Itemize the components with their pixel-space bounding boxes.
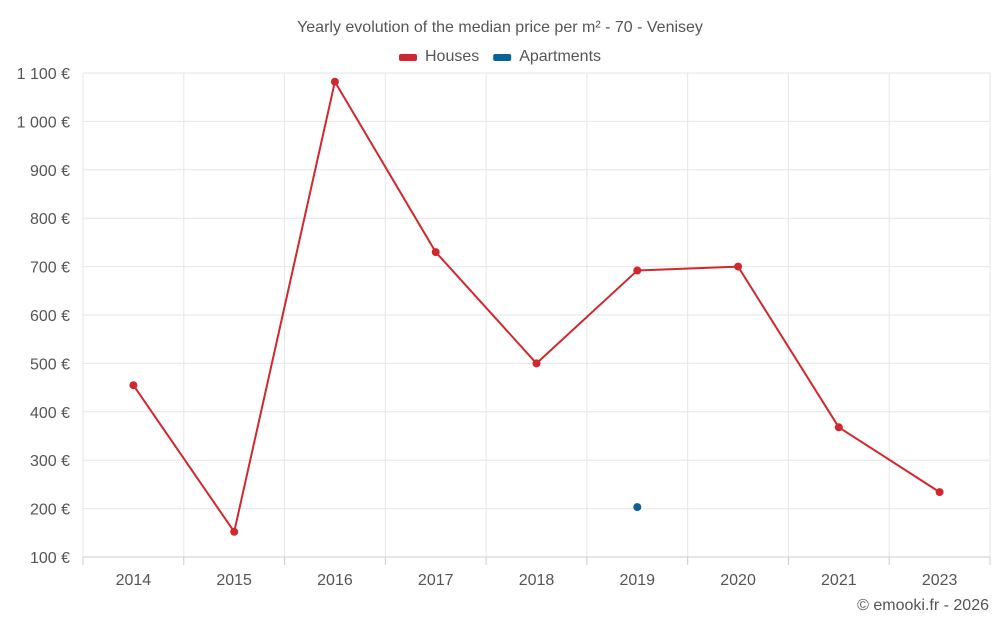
legend-label: Houses: [425, 48, 479, 65]
legend-label: Apartments: [519, 48, 601, 65]
x-tick-label: 2015: [216, 572, 252, 589]
legend[interactable]: Houses Apartments: [399, 48, 601, 65]
data-point-houses[interactable]: [834, 423, 843, 432]
x-tick-label: 2019: [619, 572, 655, 589]
y-tick-label: 800 €: [30, 211, 70, 228]
data-point-apartments[interactable]: [633, 503, 642, 512]
data-point-houses[interactable]: [935, 488, 944, 497]
legend-swatch: [399, 54, 417, 61]
series-apartments: [633, 503, 642, 512]
x-tick-label: 2023: [922, 572, 958, 589]
legend-item-houses[interactable]: Houses: [399, 48, 479, 65]
y-tick-label: 600 €: [30, 308, 70, 325]
y-tick-label: 500 €: [30, 356, 70, 373]
grid: [82, 72, 991, 557]
y-tick-label: 400 €: [30, 405, 70, 422]
legend-item-apartments[interactable]: Apartments: [493, 48, 601, 65]
y-tick-label: 1 000 €: [17, 114, 70, 131]
chart-title: Yearly evolution of the median price per…: [297, 19, 703, 36]
x-tick-label: 2021: [821, 572, 857, 589]
x-tick-label: 2020: [720, 572, 756, 589]
chart-header: Yearly evolution of the median price per…: [297, 19, 703, 65]
axes: 100 € 200 € 300 € 400 € 500 € 600 € 700 € 800 €…: [17, 66, 991, 589]
x-tick-label: 2016: [317, 572, 353, 589]
data-point-houses[interactable]: [230, 527, 239, 536]
data-point-houses[interactable]: [633, 266, 642, 275]
series-houses: [129, 77, 944, 536]
y-tick-label: 700 €: [30, 260, 70, 277]
series-line-houses: [132, 80, 941, 533]
x-tick-label: 2018: [519, 572, 555, 589]
y-tick-label: 900 €: [30, 163, 70, 180]
series: [129, 77, 944, 536]
y-tick-label: 1 100 €: [17, 66, 70, 83]
x-tick-label: 2017: [418, 572, 454, 589]
data-point-houses[interactable]: [431, 248, 440, 257]
y-tick-label: 300 €: [30, 453, 70, 470]
x-tick-label: 2014: [116, 572, 152, 589]
legend-swatch: [493, 54, 512, 61]
copyright-text: © emooki.fr - 2026: [857, 597, 989, 614]
data-point-houses[interactable]: [129, 381, 138, 390]
y-tick-label: 200 €: [30, 502, 70, 519]
data-point-houses[interactable]: [734, 262, 743, 271]
data-point-houses[interactable]: [330, 77, 339, 86]
y-tick-label: 100 €: [30, 550, 70, 567]
data-point-houses[interactable]: [532, 359, 541, 368]
